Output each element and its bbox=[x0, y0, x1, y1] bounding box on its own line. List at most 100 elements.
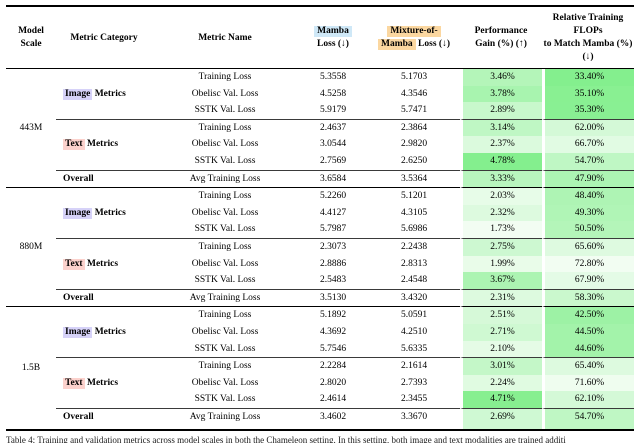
table-row: SSTK Val. Loss 5.9179 5.7471 2.89% 35.30% bbox=[6, 102, 634, 119]
performance-gain-cell: 2.03% bbox=[460, 187, 542, 205]
performance-gain-cell: 2.51% bbox=[460, 306, 542, 324]
metric-name-cell: Obelisc Val. Loss bbox=[191, 377, 259, 388]
table-row: Obelisc Val. Loss 2.8020 2.7393 2.24% 71.60% bbox=[6, 374, 634, 392]
relative-flops-cell: 50.50% bbox=[542, 221, 634, 238]
mixture-of-mamba-loss-cell: 3.3670 bbox=[368, 407, 460, 430]
mamba-loss-cell: 4.5258 bbox=[319, 88, 347, 99]
performance-gain-cell: 4.78% bbox=[460, 152, 542, 170]
header-cell-mamba-loss: Mamba Loss (↓) bbox=[298, 7, 368, 69]
mamba-loss-cell: 2.2284 bbox=[298, 357, 368, 375]
relative-flops-cell: 62.10% bbox=[542, 391, 634, 408]
mixture-of-mamba-loss-cell: 5.6986 bbox=[400, 224, 428, 235]
table-row: SSTK Val. Loss 2.5483 2.4548 3.67% 67.90% bbox=[6, 272, 634, 289]
relative-flops-cell: 47.90% bbox=[542, 169, 634, 188]
relative-flops-cell: 44.60% bbox=[542, 340, 634, 358]
overall-category-cell: Overall bbox=[56, 169, 152, 188]
relative-flops-cell: 71.60% bbox=[542, 374, 634, 392]
metric-category-cell: Text Metrics bbox=[56, 237, 152, 289]
performance-gain-cell: 2.37% bbox=[460, 136, 542, 153]
blue-highlight: Mamba bbox=[314, 26, 352, 37]
table-row: SSTK Val. Loss 2.7569 2.6250 4.78% 54.70% bbox=[6, 152, 634, 170]
table-row: SSTK Val. Loss 2.4614 2.3455 4.71% 62.10% bbox=[6, 391, 634, 408]
orange-highlight: Mamba bbox=[378, 39, 416, 50]
results-table: Model Scale Metric Category Metric Name Mamb… bbox=[6, 7, 634, 430]
metric-name-cell: Avg Training Loss bbox=[152, 288, 298, 307]
text-segment: Performance bbox=[474, 26, 528, 36]
metric-name-cell: SSTK Val. Loss bbox=[194, 275, 256, 286]
metric-category-cell: Text Metrics bbox=[56, 357, 152, 408]
text-segment: Relative Training FLOPs bbox=[552, 13, 624, 36]
text-segment: Metrics bbox=[84, 139, 119, 150]
header-cell-metric-category: Metric Category bbox=[56, 7, 152, 69]
metric-name-cell: Obelisc Val. Loss bbox=[191, 139, 259, 150]
overall-category-cell: Overall bbox=[56, 288, 152, 307]
mamba-loss-cell: 4.3692 bbox=[319, 326, 347, 337]
text-segment: Metrics bbox=[92, 88, 126, 99]
relative-flops-cell: 72.80% bbox=[542, 255, 634, 273]
text-segment: Metric Category bbox=[70, 32, 138, 43]
performance-gain-cell: 1.99% bbox=[460, 255, 542, 273]
header-cell-relative-flops: Relative Training FLOPs to Match Mamba (%… bbox=[542, 7, 634, 69]
performance-gain-cell: 2.89% bbox=[460, 102, 542, 119]
performance-gain-cell: 3.67% bbox=[460, 272, 542, 289]
metric-name-cell: SSTK Val. Loss bbox=[194, 224, 256, 235]
performance-gain-cell: 2.10% bbox=[460, 340, 542, 358]
mixture-of-mamba-loss-cell: 2.4548 bbox=[400, 275, 428, 286]
metric-name-cell: SSTK Val. Loss bbox=[194, 105, 256, 116]
relative-flops-cell: 58.30% bbox=[542, 288, 634, 307]
mixture-of-mamba-loss-cell: 2.8313 bbox=[400, 258, 428, 269]
table-caption: Table 4: Training and validation metrics… bbox=[6, 435, 566, 443]
text-segment: Metric Name bbox=[198, 32, 252, 43]
mixture-of-mamba-loss-cell: 3.5364 bbox=[368, 169, 460, 188]
table-row: Text Metrics Training Loss 2.3073 2.2438 2.7… bbox=[6, 237, 634, 270]
performance-gain-cell: 2.32% bbox=[460, 204, 542, 222]
table-row: SSTK Val. Loss 5.7987 5.6986 1.73% 50.50% bbox=[6, 221, 634, 238]
mixture-of-mamba-loss-cell: 2.2438 bbox=[368, 237, 460, 256]
mamba-loss-cell: 3.0544 bbox=[319, 139, 347, 150]
relative-flops-cell: 33.40% bbox=[542, 69, 634, 86]
performance-gain-cell: 2.71% bbox=[460, 323, 542, 341]
relative-flops-cell: 48.40% bbox=[542, 187, 634, 205]
text-segment: Model bbox=[18, 26, 44, 36]
mixture-of-mamba-loss-cell: 4.3546 bbox=[400, 88, 428, 99]
pink-highlight: Text bbox=[63, 139, 85, 151]
metric-name-cell: SSTK Val. Loss bbox=[194, 343, 256, 354]
mamba-loss-cell: 3.6584 bbox=[298, 169, 368, 188]
mixture-of-mamba-loss-cell: 2.9820 bbox=[400, 139, 428, 150]
mamba-loss-cell: 4.4127 bbox=[319, 207, 347, 218]
table-row: 880M Image Metrics Training Loss 5.2260 5.12… bbox=[6, 187, 634, 252]
performance-gain-cell: 2.31% bbox=[460, 288, 542, 307]
metric-name-cell: Obelisc Val. Loss bbox=[191, 88, 259, 99]
table-row: Obelisc Val. Loss 4.3692 4.2510 2.71% 44.50% bbox=[6, 323, 634, 341]
lavender-highlight: Image bbox=[63, 326, 93, 338]
relative-flops-cell: 54.70% bbox=[542, 152, 634, 170]
overall-category-cell: Overall bbox=[56, 407, 152, 430]
mamba-loss-cell: 2.8886 bbox=[319, 258, 347, 269]
relative-flops-cell: 54.70% bbox=[542, 407, 634, 430]
text-segment: to Match Mamba (%) (↓) bbox=[543, 39, 633, 62]
mixture-of-mamba-loss-cell: 2.7393 bbox=[400, 377, 428, 388]
mixture-of-mamba-loss-cell: 4.3105 bbox=[400, 207, 428, 218]
text-segment: Loss (↓) bbox=[317, 39, 349, 49]
relative-flops-cell: 49.30% bbox=[542, 204, 634, 222]
performance-gain-cell: 4.71% bbox=[460, 391, 542, 408]
mamba-loss-cell: 2.7569 bbox=[319, 155, 347, 166]
metric-category-cell: Image Metrics bbox=[56, 69, 152, 119]
table-row: 1.5B Image Metrics Training Loss 5.1892 5.05… bbox=[6, 306, 634, 373]
mixture-of-mamba-loss-cell: 5.1201 bbox=[368, 187, 460, 205]
mamba-loss-cell: 5.7987 bbox=[319, 224, 347, 235]
relative-flops-cell: 44.50% bbox=[542, 323, 634, 341]
table-row: Obelisc Val. Loss 4.4127 4.3105 2.32% 49.30% bbox=[6, 204, 634, 222]
mamba-loss-cell: 5.9179 bbox=[319, 105, 347, 116]
text-segment: Overall bbox=[63, 173, 94, 184]
mixture-of-mamba-loss-cell: 2.1614 bbox=[368, 357, 460, 375]
performance-gain-cell: 2.69% bbox=[460, 407, 542, 430]
header-cell-metric-name: Metric Name bbox=[152, 7, 298, 69]
table-header: Model Scale Metric Category Metric Name Mamb… bbox=[6, 7, 634, 69]
table-row: 443M Image Metrics Training Loss 5.3558 5.17… bbox=[6, 69, 634, 133]
relative-flops-cell: 67.90% bbox=[542, 272, 634, 289]
mixture-of-mamba-loss-cell: 2.6250 bbox=[400, 155, 428, 166]
relative-flops-cell: 62.00% bbox=[542, 118, 634, 137]
relative-flops-cell: 66.70% bbox=[542, 136, 634, 153]
text-segment: Gain (%) (↑) bbox=[475, 39, 527, 49]
